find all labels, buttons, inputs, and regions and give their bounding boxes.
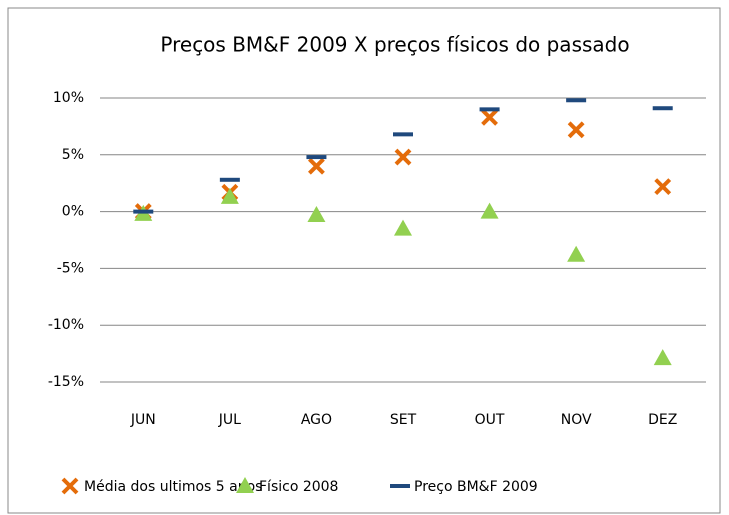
marker-triangle [220,187,239,204]
legend-label: Físico 2008 [259,479,338,495]
marker-dash [219,177,240,182]
legend-label: Preço BM&F 2009 [414,479,538,495]
y-tick-label: -10% [48,317,84,333]
marker-x [61,477,79,495]
chart-title: Preços BM&F 2009 X preços físicos do pas… [160,33,629,57]
marker-x [308,157,325,175]
marker-triangle [307,206,326,223]
marker-x [567,121,585,139]
marker-dash [306,155,327,160]
y-tick-label: 10% [53,90,84,106]
marker-x [654,178,672,196]
chart-frame [7,7,721,514]
x-tick-label: JUL [218,412,241,428]
y-tick-label: -15% [48,374,84,390]
marker-triangle [653,349,672,366]
x-tick-label: AGO [301,412,332,428]
marker-dash [566,98,587,103]
marker-dash [133,209,154,214]
x-tick-label: DEZ [648,412,677,428]
marker-dash [393,132,413,137]
y-tick-label: -5% [57,260,84,276]
marker-triangle [394,219,412,236]
marker-dash [479,107,500,112]
marker-triangle [236,477,254,493]
y-tick-label: 5% [62,147,84,163]
x-tick-label: NOV [561,412,592,428]
marker-triangle [480,202,499,219]
x-tick-label: OUT [475,412,505,428]
marker-dash [390,484,410,488]
x-tick-label: JUN [130,412,156,428]
y-tick-label: 0% [62,204,84,220]
x-tick-label: SET [390,412,417,428]
marker-dash [652,106,673,111]
marker-x [481,108,498,126]
legend-label: Média dos ultimos 5 anos [84,479,262,495]
marker-x [394,148,412,166]
marker-triangle [567,245,586,262]
